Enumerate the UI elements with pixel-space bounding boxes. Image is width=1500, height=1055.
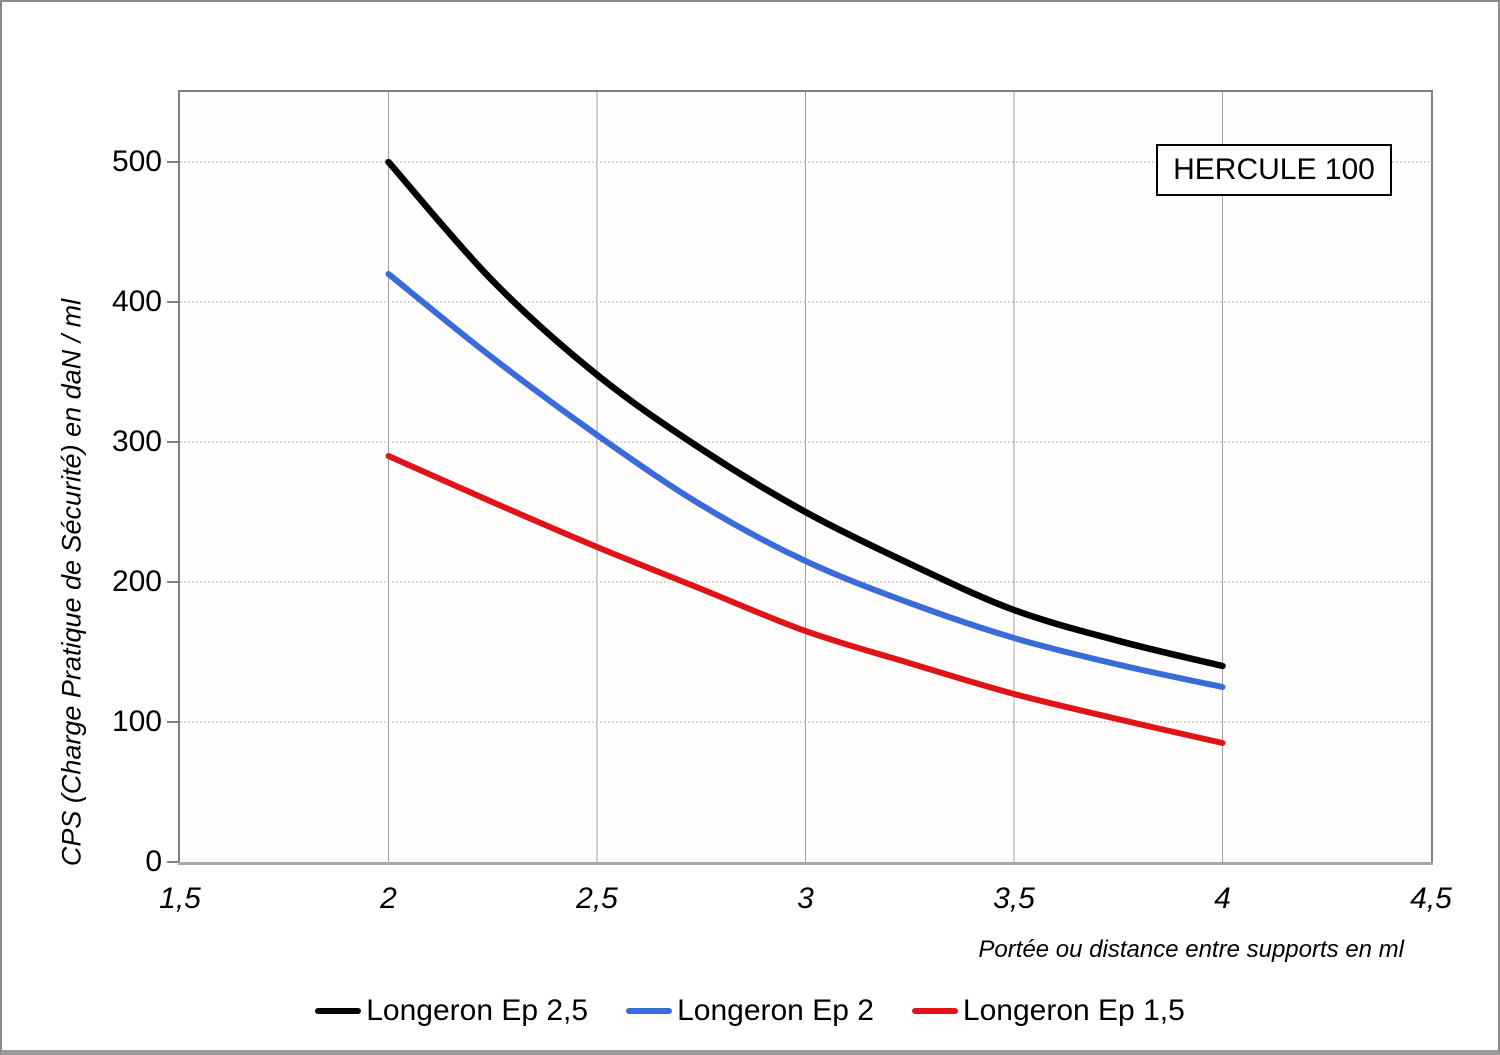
y-tick-label: 0 <box>145 845 162 878</box>
legend-item: Longeron Ep 2,5 <box>315 994 588 1028</box>
legend-item: Longeron Ep 2 <box>626 994 874 1028</box>
series-line-longeron-ep-1-5 <box>385 453 1226 746</box>
y-tick-mark <box>167 581 178 583</box>
x-tick-label: 3 <box>797 882 814 915</box>
chart-title: HERCULE 100 <box>1173 153 1375 186</box>
plot-svg <box>180 92 1431 862</box>
x-tick-label: 4 <box>1214 882 1231 915</box>
y-tick-mark <box>167 161 178 163</box>
legend-line-swatch <box>315 1008 362 1014</box>
y-tick-label: 400 <box>111 285 162 318</box>
y-tick-mark <box>167 721 178 723</box>
x-tick-label: 1,5 <box>159 882 201 915</box>
y-tick-label: 300 <box>111 425 162 458</box>
x-axis-title: Portée ou distance entre supports en ml <box>978 936 1404 963</box>
y-tick-mark <box>167 861 178 863</box>
y-tick-mark <box>167 301 178 303</box>
legend-label: Longeron Ep 1,5 <box>962 994 1185 1027</box>
legend-line-swatch <box>626 1008 673 1014</box>
x-tick-label: 3,5 <box>993 882 1035 915</box>
y-tick-label: 100 <box>111 705 162 738</box>
series-line-longeron-ep-2-5 <box>385 158 1226 670</box>
chart-title-box: HERCULE 100 <box>1156 144 1392 196</box>
y-axis-title: CPS (Charge Pratique de Sécurité) en daN… <box>56 298 87 867</box>
x-tick-label: 2,5 <box>576 882 618 915</box>
series-line-longeron-ep-2 <box>385 271 1226 690</box>
legend-item: Longeron Ep 1,5 <box>911 994 1185 1028</box>
plot-area <box>178 90 1433 865</box>
y-tick-label: 500 <box>111 145 162 178</box>
x-tick-label: 2 <box>380 882 397 915</box>
y-tick-label: 200 <box>111 565 162 598</box>
x-tick-label: 4,5 <box>1410 882 1452 915</box>
legend-line-swatch <box>911 1008 958 1014</box>
y-tick-mark <box>167 441 178 443</box>
chart-legend: Longeron Ep 2,5 Longeron Ep 2 Longeron Ep … <box>2 994 1498 1028</box>
legend-label: Longeron Ep 2,5 <box>366 994 589 1027</box>
legend-label: Longeron Ep 2 <box>677 994 874 1027</box>
